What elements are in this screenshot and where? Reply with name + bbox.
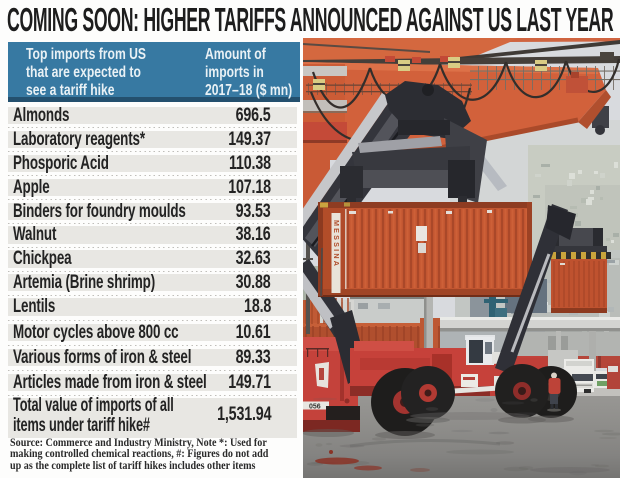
svg-text:056: 056	[309, 404, 321, 411]
svg-text:MESSINA: MESSINA	[332, 220, 341, 268]
